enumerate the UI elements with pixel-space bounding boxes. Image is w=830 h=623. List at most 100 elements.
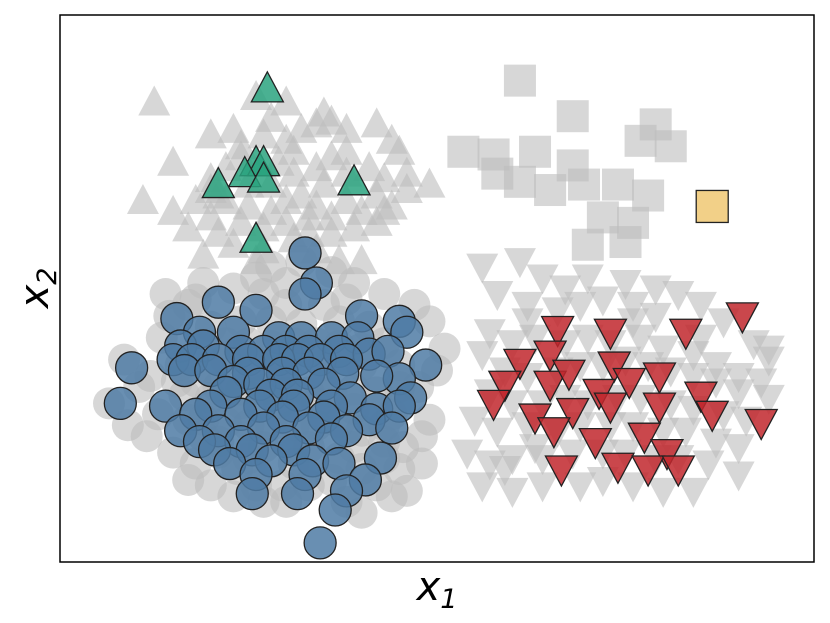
background-triangle-down-point-85 xyxy=(488,456,521,487)
background-triangle-down-point-55 xyxy=(458,406,491,437)
background-square-point-13 xyxy=(601,168,634,201)
background-triangle-down-point-90 xyxy=(617,308,650,339)
highlighted-circle-point-86 xyxy=(235,476,269,511)
highlighted-triangle-down-point-21 xyxy=(627,422,662,455)
background-triangle-up-point-45 xyxy=(202,216,235,247)
background-triangle-down-point-84 xyxy=(677,477,710,508)
background-triangle-down-point-63 xyxy=(669,417,702,448)
highlighted-triangle-up-point-5 xyxy=(201,166,236,199)
highlighted-circle-point-4 xyxy=(239,293,273,328)
background-square-point-3 xyxy=(447,135,480,168)
highlighted-triangle-down-point-0 xyxy=(540,315,575,348)
background-square-point-7 xyxy=(624,124,657,157)
background-triangle-down-point-15 xyxy=(684,291,717,322)
background-triangle-down-point-19 xyxy=(473,319,506,350)
highlighted-triangle-down-point-13 xyxy=(593,392,628,425)
background-triangle-down-point-86 xyxy=(519,434,552,465)
background-triangle-up-point-0 xyxy=(138,85,171,116)
background-triangle-up-point-46 xyxy=(224,205,257,236)
background-triangle-down-point-9 xyxy=(511,291,544,322)
background-triangle-down-point-83 xyxy=(647,477,680,508)
background-triangle-up-point-58 xyxy=(322,244,355,275)
background-triangle-up-point-28 xyxy=(126,183,159,214)
background-triangle-up-point-26 xyxy=(390,156,423,187)
y-axis-label: x2 xyxy=(12,268,63,311)
background-triangle-down-point-28 xyxy=(699,352,732,383)
background-triangle-up-point-68 xyxy=(247,118,280,149)
background-triangle-up-point-60 xyxy=(240,244,273,275)
background-triangle-up-point-59 xyxy=(345,244,378,275)
background-triangle-down-point-79 xyxy=(526,472,559,503)
background-triangle-up-point-62 xyxy=(292,200,325,231)
background-triangle-up-point-53 xyxy=(187,238,220,269)
highlighted-triangle-down-point-7 xyxy=(533,370,568,403)
background-triangle-down-point-8 xyxy=(481,280,514,311)
highlighted-circle-point-0 xyxy=(288,236,322,270)
background-triangle-down-point-4 xyxy=(571,264,604,295)
background-triangle-up-point-24 xyxy=(353,151,386,182)
background-triangle-down-point-78 xyxy=(496,477,529,508)
background-triangle-up-point-36 xyxy=(285,178,318,209)
highlighted-circle-point-2 xyxy=(288,277,322,311)
background-triangle-down-point-1 xyxy=(503,248,536,279)
background-triangle-down-point-56 xyxy=(481,417,514,448)
highlighted-circle-point-88 xyxy=(318,493,352,527)
background-triangle-up-point-10 xyxy=(360,107,393,138)
background-triangle-up-point-12 xyxy=(307,96,340,127)
highlighted-triangle-down-point-26 xyxy=(600,452,636,485)
background-triangle-down-point-20 xyxy=(496,330,529,361)
highlighted-triangle-up-point-0 xyxy=(250,70,285,103)
highlighted-triangle-down-point-19 xyxy=(536,417,571,450)
background-triangle-down-point-89 xyxy=(511,308,544,339)
background-circle-point-26 xyxy=(368,277,401,310)
background-triangle-up-point-15 xyxy=(157,145,190,176)
background-triangle-down-point-77 xyxy=(466,472,499,503)
highlighted-triangle-down-point-16 xyxy=(642,392,677,425)
background-triangle-down-point-76 xyxy=(722,461,755,492)
highlighted-circle-point-69 xyxy=(375,411,409,445)
background-triangle-up-point-44 xyxy=(172,211,205,242)
background-triangle-down-point-5 xyxy=(609,270,642,301)
background-square-point-17 xyxy=(571,228,604,261)
background-triangle-down-point-65 xyxy=(722,434,755,465)
background-triangle-up-point-39 xyxy=(330,183,363,214)
highlighted-points-layer xyxy=(103,70,779,560)
highlighted-triangle-up-point-3 xyxy=(227,155,262,188)
background-triangle-up-point-71 xyxy=(368,194,401,225)
background-triangle-down-point-31 xyxy=(466,341,499,372)
highlighted-circle-point-32 xyxy=(409,348,443,382)
background-triangle-down-point-43 xyxy=(752,384,785,415)
background-triangle-down-point-3 xyxy=(549,275,582,306)
highlighted-triangle-up-point-4 xyxy=(246,160,281,193)
background-triangle-down-point-11 xyxy=(564,291,597,322)
background-square-point-18 xyxy=(609,226,642,259)
highlighted-triangle-down-point-8 xyxy=(551,359,587,392)
background-triangle-down-point-81 xyxy=(586,466,619,497)
background-triangle-up-point-38 xyxy=(315,200,348,231)
background-triangle-down-point-7 xyxy=(662,280,695,311)
background-circle-point-20 xyxy=(413,403,446,436)
background-triangle-up-point-27 xyxy=(413,167,446,198)
background-triangle-down-point-0 xyxy=(466,253,499,284)
x-axis-label: x1 xyxy=(415,564,458,615)
background-triangle-down-point-82 xyxy=(617,472,650,503)
background-triangle-down-point-88 xyxy=(752,335,785,366)
background-circle-point-96 xyxy=(405,447,438,480)
background-triangle-up-point-64 xyxy=(307,167,340,198)
highlighted-triangle-down-point-14 xyxy=(476,389,511,422)
highlighted-triangle-up-point-6 xyxy=(336,163,372,196)
highlighted-triangle-down-point-22 xyxy=(649,438,685,471)
background-triangle-down-point-42 xyxy=(722,379,755,410)
background-triangle-down-point-70 xyxy=(556,439,589,470)
background-triangle-down-point-30 xyxy=(745,368,778,399)
highlighted-triangle-down-point-9 xyxy=(597,351,632,384)
highlighted-triangle-up-point-7 xyxy=(238,220,274,253)
highlighted-square-point-0 xyxy=(695,189,729,224)
highlighted-circle-point-87 xyxy=(280,476,315,511)
background-triangle-up-point-69 xyxy=(383,134,416,165)
highlighted-triangle-down-point-11 xyxy=(642,362,677,395)
highlighted-triangle-down-point-6 xyxy=(487,370,522,403)
background-triangle-down-point-66 xyxy=(451,439,484,470)
highlighted-triangle-down-point-3 xyxy=(725,302,760,335)
